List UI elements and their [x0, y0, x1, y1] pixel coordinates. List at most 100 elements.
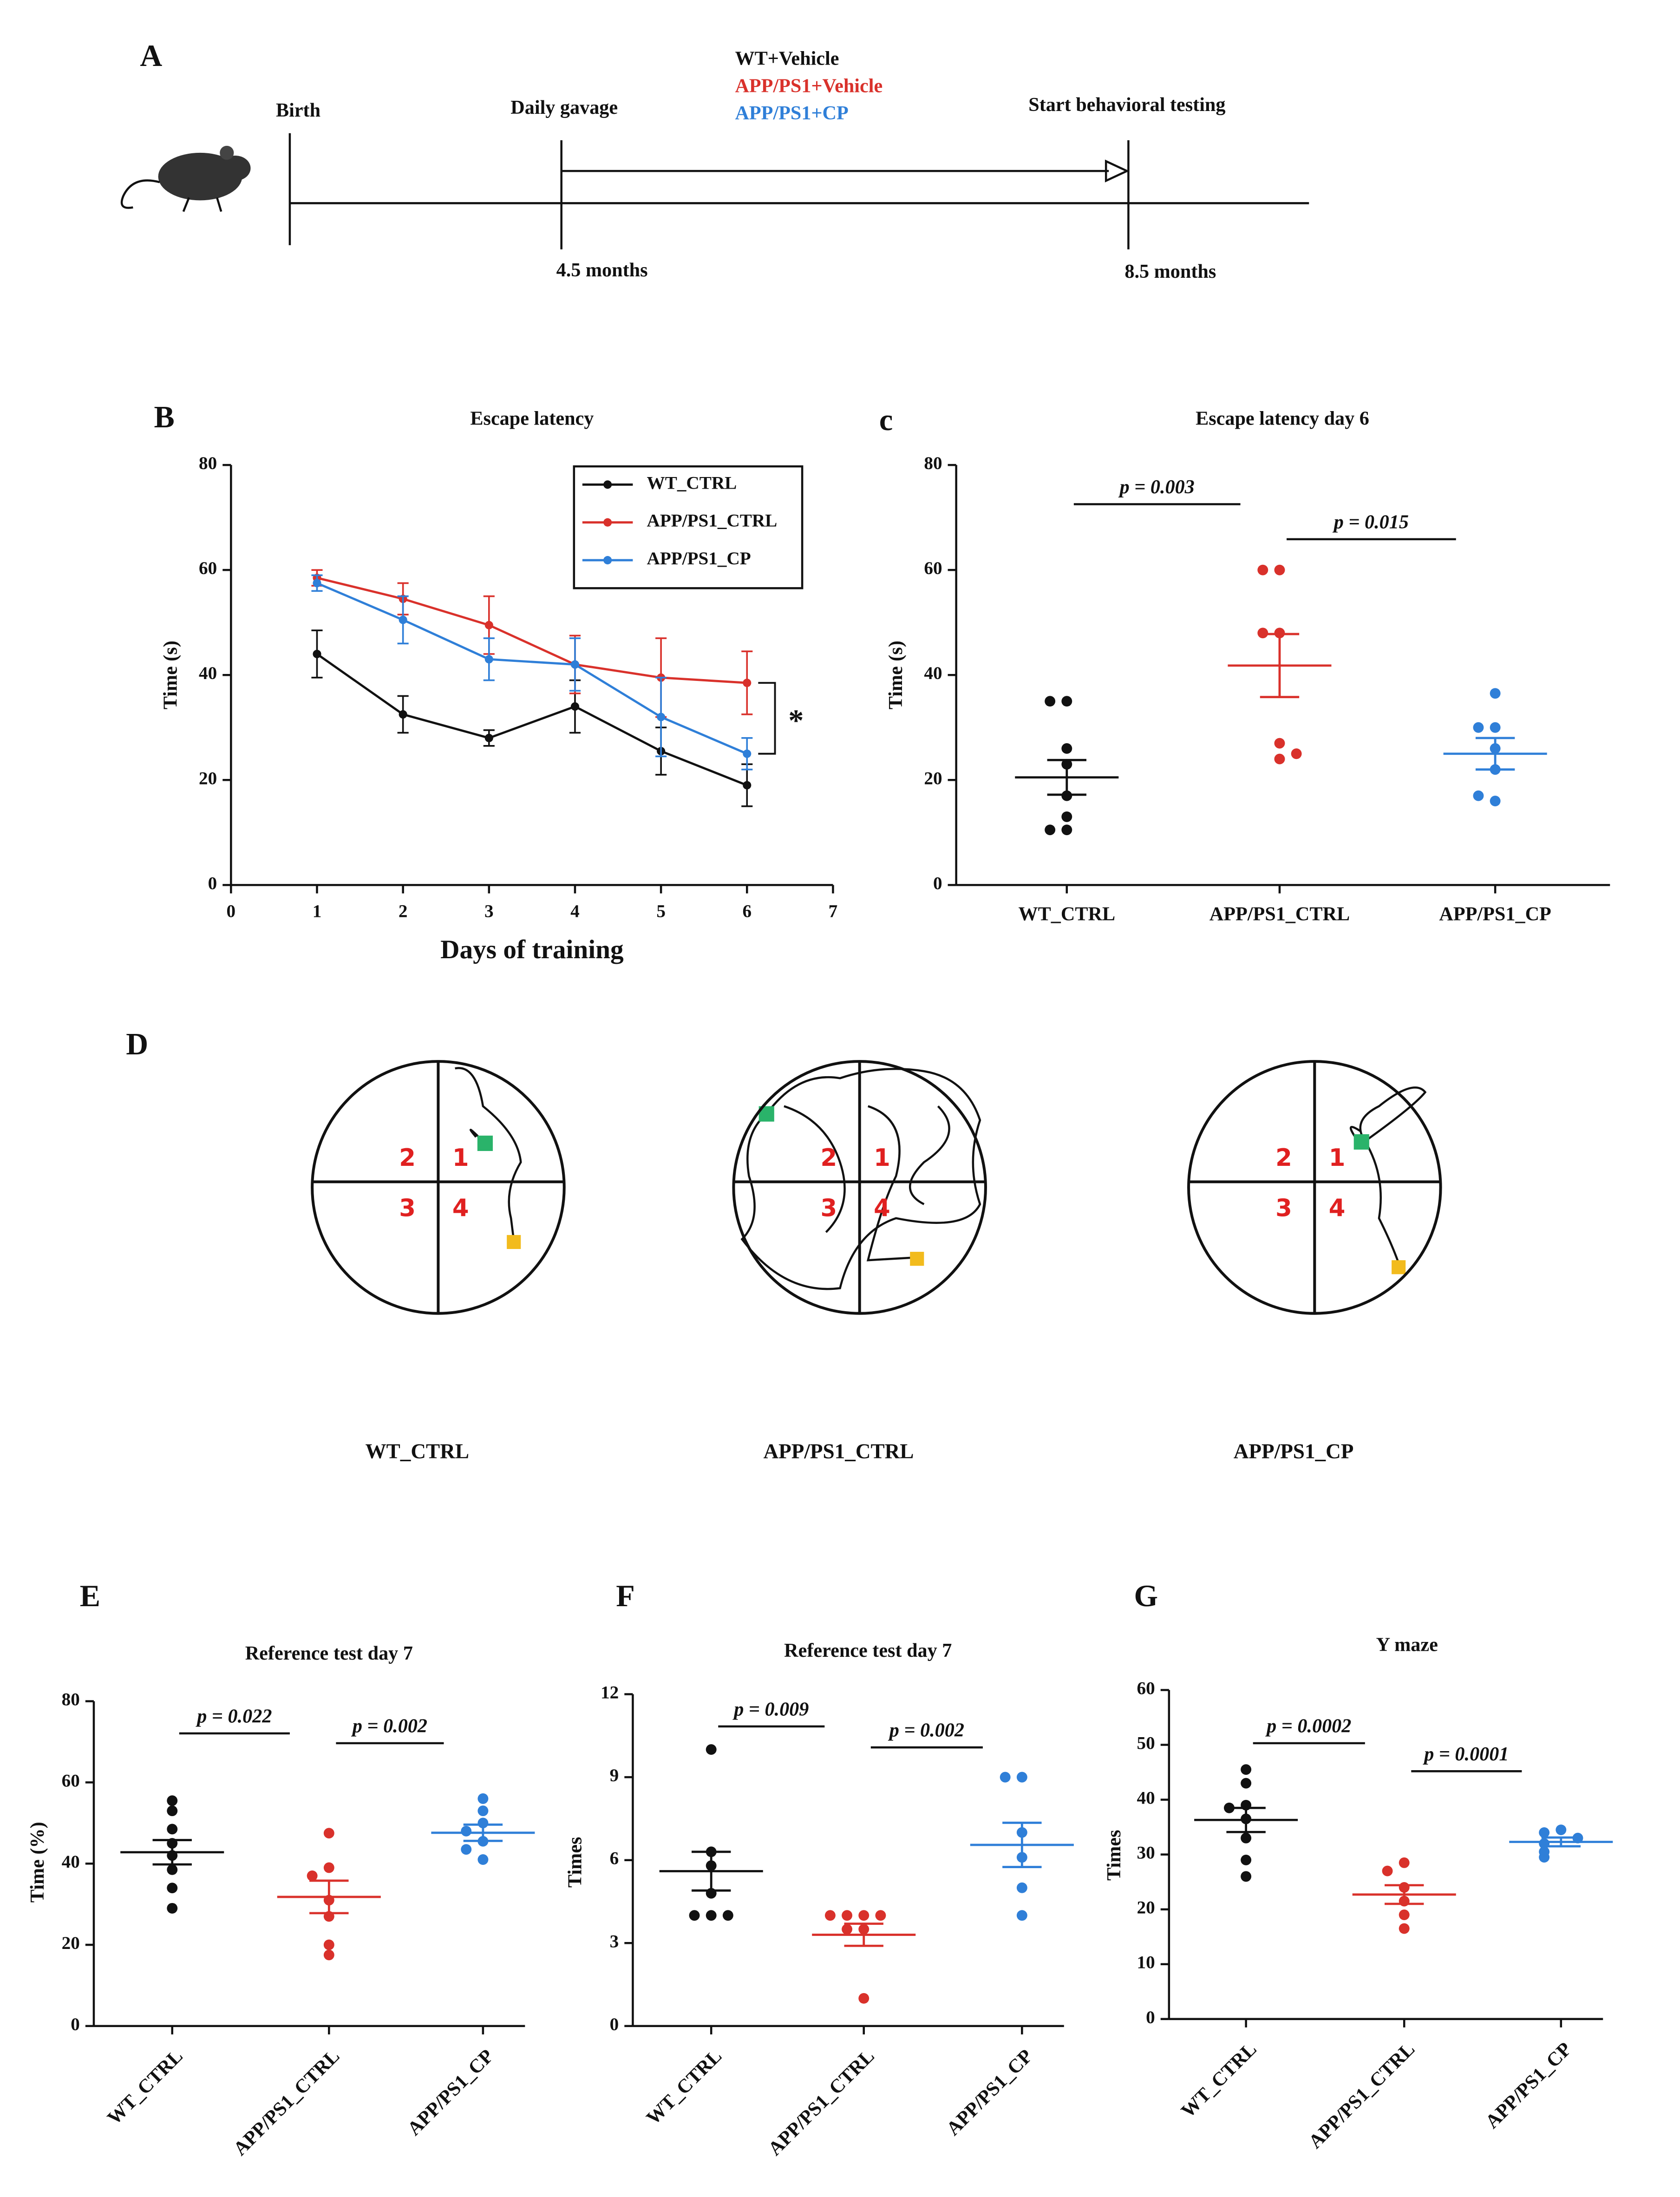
- platform-marker: [507, 1235, 521, 1249]
- significance-label: p = 0.002: [888, 1720, 964, 1741]
- data-point: [1061, 824, 1072, 836]
- data-point: [858, 1993, 869, 2004]
- x-axis-label: Days of training: [440, 935, 624, 964]
- data-point: [484, 621, 493, 629]
- data-point: [1257, 564, 1268, 575]
- chart-title: Reference test day 7: [245, 1642, 413, 1664]
- data-point: [1399, 1923, 1410, 1934]
- data-point: [706, 1910, 717, 1921]
- data-point: [743, 679, 752, 687]
- data-point: [313, 579, 321, 588]
- data-point: [1490, 796, 1501, 806]
- y-tick-label: 20: [924, 768, 942, 788]
- series-line: [316, 576, 747, 684]
- legend-label: WT_CTRL: [647, 473, 737, 493]
- quadrant-label: 2: [1275, 1144, 1292, 1172]
- y-tick-label: 30: [1137, 1843, 1155, 1863]
- significance-label: p = 0.0002: [1265, 1715, 1351, 1737]
- data-point: [570, 660, 580, 669]
- quadrant-label: 3: [821, 1195, 837, 1223]
- data-point: [842, 1910, 853, 1921]
- sem-bar: [691, 1850, 731, 1892]
- data-point: [858, 1910, 869, 1921]
- data-point: [323, 1949, 334, 1961]
- y-axis-label: Time (s): [159, 641, 181, 709]
- data-point: [1045, 696, 1056, 707]
- chart-title: Escape latency: [470, 407, 594, 429]
- chart-title: Reference test day 7: [784, 1640, 952, 1661]
- x-tick-label: APP/PS1_CP: [1439, 903, 1551, 925]
- data-point: [167, 1903, 178, 1914]
- y-tick-label: 40: [924, 663, 942, 683]
- data-point: [399, 615, 407, 624]
- y-tick-label: 60: [924, 558, 942, 578]
- y-tick-label: 10: [1137, 1953, 1155, 1973]
- significance-bracket: [758, 682, 776, 755]
- x-tick-label: APP/PS1_CTRL: [1209, 903, 1350, 925]
- group-label: APP/PS1+Vehicle: [735, 75, 882, 97]
- group-label: WT_CTRL: [365, 1439, 469, 1463]
- y-tick-label: 80: [924, 453, 942, 473]
- birth-label: Birth: [276, 99, 320, 121]
- significance-label: p = 0.002: [351, 1715, 427, 1737]
- start-marker: [1353, 1134, 1369, 1150]
- data-point: [1291, 748, 1302, 759]
- legend-label: APP/PS1_CP: [647, 549, 751, 569]
- x-tick-label: 0: [227, 902, 236, 922]
- y-tick-label: 3: [610, 1931, 619, 1951]
- panel-label: c: [879, 403, 893, 437]
- sem-bar: [1475, 737, 1515, 771]
- sem-bar: [463, 1823, 503, 1842]
- x-tick-label: 2: [399, 902, 408, 922]
- data-point: [1274, 738, 1285, 749]
- data-point: [1045, 824, 1056, 836]
- y-tick-label: 9: [610, 1765, 619, 1785]
- quadrant-label: 3: [399, 1195, 416, 1223]
- time-label: 8.5 months: [1124, 261, 1216, 282]
- sem-bar: [1226, 1806, 1266, 1833]
- legend-box: [573, 465, 804, 589]
- quadrant-label: 4: [1329, 1195, 1346, 1223]
- data-point: [1473, 790, 1484, 801]
- chart-title: Y maze: [1376, 1634, 1438, 1656]
- data-point: [1016, 1772, 1027, 1783]
- significance-label: p = 0.022: [196, 1705, 272, 1727]
- data-point: [1539, 1852, 1550, 1863]
- data-point: [689, 1910, 700, 1921]
- group-label: APP/PS1+CP: [735, 102, 848, 124]
- quadrant-label: 3: [1275, 1195, 1292, 1223]
- data-point: [484, 655, 493, 664]
- data-point: [323, 1828, 334, 1839]
- data-point: [875, 1910, 886, 1921]
- data-point: [1539, 1827, 1550, 1838]
- data-point: [1556, 1824, 1567, 1835]
- data-point: [743, 781, 752, 790]
- data-point: [477, 1854, 489, 1865]
- swim-trace: [740, 1067, 981, 1290]
- data-point: [167, 1864, 178, 1875]
- data-point: [1382, 1865, 1393, 1877]
- group-label: APP/PS1_CTRL: [763, 1439, 914, 1463]
- panel-label: F: [616, 1579, 635, 1613]
- data-point: [167, 1883, 178, 1894]
- group-label: APP/PS1_CP: [1234, 1439, 1354, 1463]
- panel-label: A: [140, 39, 162, 73]
- sem-bar: [1541, 1836, 1581, 1848]
- panel-label: B: [154, 400, 175, 434]
- data-point: [842, 1924, 853, 1935]
- data-point: [1241, 1832, 1252, 1844]
- data-point: [1061, 743, 1072, 754]
- data-point: [1490, 722, 1501, 733]
- data-point: [722, 1910, 733, 1921]
- y-tick-label: 20: [62, 1933, 80, 1953]
- y-tick-label: 40: [1137, 1788, 1155, 1808]
- quadrant-label: 1: [452, 1144, 469, 1172]
- y-axis-label: Times: [564, 1837, 586, 1888]
- y-tick-label: 20: [199, 768, 217, 788]
- legend-swatch: [603, 480, 612, 489]
- y-tick-label: 0: [71, 2014, 80, 2034]
- quadrant-label: 2: [821, 1144, 837, 1172]
